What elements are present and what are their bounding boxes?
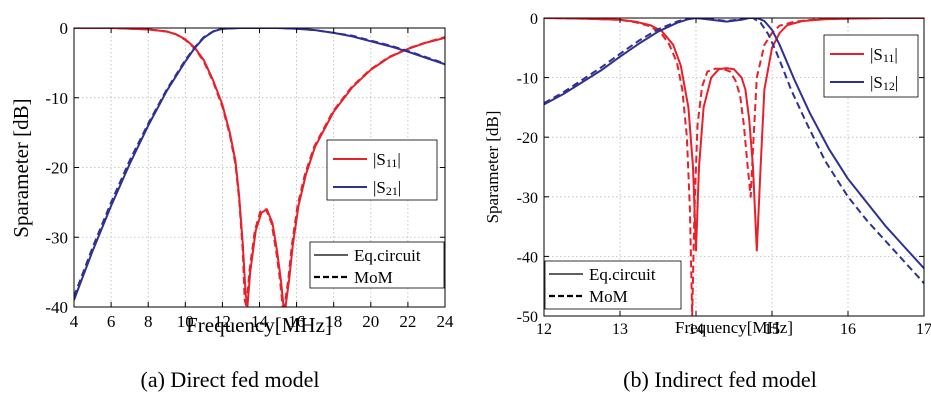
x-tick-label: 20 [362, 312, 379, 331]
legend-tail: | [398, 178, 401, 197]
y-axis-label: Sparameter [dB] [483, 111, 502, 224]
x-tick-label: 14 [251, 312, 269, 331]
y-tick-label: -40 [45, 298, 68, 317]
legend-subscript: 11 [386, 156, 398, 170]
legend-tail: | [895, 73, 898, 92]
legend-tail: | [397, 150, 400, 169]
series-line [544, 18, 924, 316]
x-tick-label: 13 [612, 321, 628, 338]
chart-1: 4 6 8 10 12 14 16 18 20 22 24 0 -10 -20 -30 -40 Frequenc… [9, 19, 454, 392]
legend-label: MoM [589, 287, 628, 306]
x-tick-label: 16 [840, 321, 856, 338]
y-tick-label: -20 [517, 130, 538, 147]
legend-box [823, 34, 919, 98]
y-tick-label: -40 [517, 249, 538, 266]
series-line [74, 28, 445, 297]
legend-box [544, 260, 682, 310]
series-line [544, 18, 924, 269]
y-tick-label: -30 [517, 190, 538, 207]
legend-series: |S11||S12| [823, 34, 919, 98]
legend-label: MoM [354, 268, 393, 287]
legend-style: Eq.circuit MoM [544, 260, 682, 310]
x-tick-label: 4 [70, 312, 79, 331]
legend-tail: | [894, 45, 897, 64]
y-tick-label: -20 [45, 159, 68, 178]
x-tick-label: 18 [325, 312, 342, 331]
y-tick-label: -10 [45, 89, 68, 108]
x-tick-label: 17 [916, 321, 931, 338]
legend-label: Eq.circuit [589, 265, 656, 284]
plot-frame [543, 17, 925, 317]
x-tick-label: 12 [536, 321, 552, 338]
figure-caption: (b) Indirect fed model [623, 367, 817, 392]
y-tick-label: 0 [530, 11, 538, 28]
legend-box [309, 241, 445, 289]
x-tick-label: 10 [177, 312, 194, 331]
legend-label: Eq.circuit [354, 246, 421, 265]
legend-series: |S11||S21| [326, 139, 438, 201]
x-tick-label: 12 [214, 312, 231, 331]
legend-subscript: 21 [386, 184, 398, 198]
x-tick-label: 16 [288, 312, 305, 331]
legend-box [326, 139, 438, 201]
figure-caption: (a) Direct fed model [141, 367, 320, 392]
x-tick-label: 22 [399, 312, 416, 331]
y-tick-label: -10 [517, 71, 538, 88]
series-line [544, 18, 924, 252]
chart-2: 12 13 14 15 16 17 0 -10 -20 -30 -40 -50 Frequency[MH… [483, 11, 931, 392]
x-axis-label: Frequency[MHz] [675, 318, 793, 337]
legend-subscript: 12 [883, 79, 895, 93]
x-tick-label: 14 [688, 321, 704, 338]
x-tick-label: 6 [107, 312, 116, 331]
legend-subscript: 11 [883, 51, 895, 65]
y-tick-label: -50 [517, 309, 538, 326]
x-tick-label: 15 [764, 321, 780, 338]
series-group [74, 28, 445, 307]
legend-style: Eq.circuit MoM [309, 241, 445, 289]
series-line [544, 18, 924, 284]
y-tick-label: 0 [60, 19, 69, 38]
y-tick-label: -30 [45, 228, 68, 247]
x-tick-label: 24 [437, 312, 455, 331]
series-group [544, 18, 924, 316]
x-tick-label: 8 [144, 312, 153, 331]
x-axis-label: Frequency[MHz] [186, 313, 332, 337]
y-axis-label: Sparameter [dB] [9, 98, 33, 237]
